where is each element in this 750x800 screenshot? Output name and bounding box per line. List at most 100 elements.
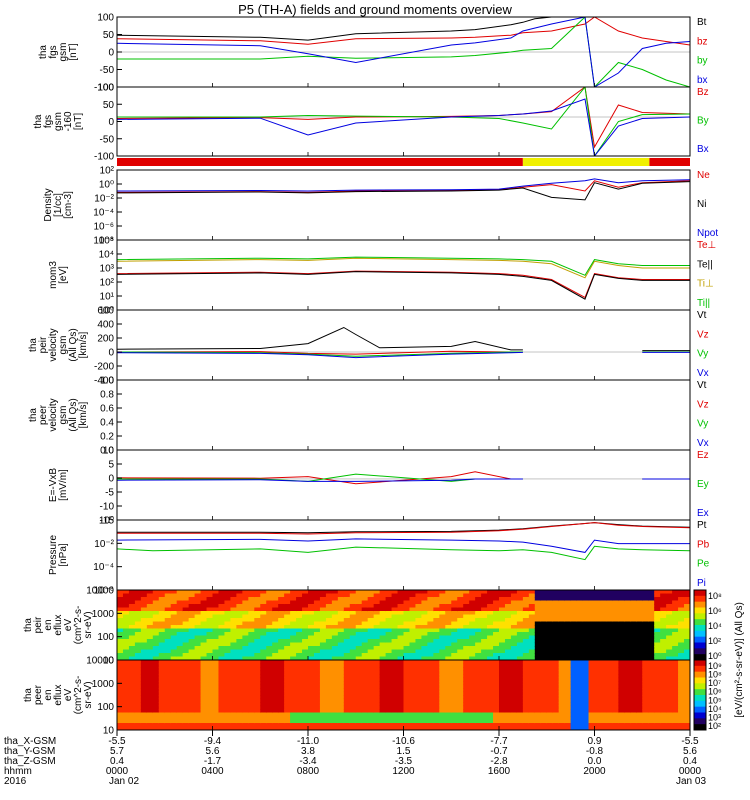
spectrogram-cell [188, 635, 196, 640]
spectrogram-cell [266, 653, 273, 658]
spectrogram-cell [660, 632, 667, 637]
spectrogram-cell [224, 614, 232, 619]
spectrogram-cell [642, 635, 649, 640]
spectrogram-cell [236, 705, 243, 710]
spectrogram-cell [236, 691, 243, 696]
spectrogram-cell [499, 597, 506, 602]
spectrogram-cell [224, 698, 232, 703]
spectrogram-cell [481, 726, 488, 730]
spectrogram-cell [319, 653, 327, 658]
spectrogram-cell [493, 649, 500, 654]
spectrogram-cell [493, 639, 500, 644]
spectrogram-cell [582, 723, 590, 728]
spectrogram-cell [684, 667, 690, 672]
spectrogram-cell [660, 716, 667, 721]
spectrogram-cell [373, 667, 381, 672]
spectrogram-cell [499, 593, 506, 598]
spectrogram-cell [678, 649, 685, 654]
spectrogram-cell [666, 677, 673, 682]
spectrogram-cell [260, 618, 267, 623]
spectrogram-cell [117, 590, 124, 595]
colorbar-swatch [694, 660, 706, 667]
spectrogram-cell [134, 614, 142, 619]
x-row-label: hhmm [4, 766, 32, 777]
spectrogram-cell [343, 702, 351, 707]
spectrogram-cell [469, 660, 476, 665]
spectrogram-cell [349, 681, 357, 686]
spectrogram-cell [134, 604, 142, 609]
spectrogram-cell [290, 639, 297, 644]
spectrogram-cell [648, 716, 655, 721]
spectrogram-cell [349, 716, 357, 721]
spectrogram-cell [469, 681, 476, 686]
spectrogram-cell [630, 618, 637, 623]
spectrogram-cell [290, 698, 297, 703]
spectrogram-cell [194, 691, 202, 696]
spectrogram-cell [134, 681, 142, 686]
spectrogram-cell [612, 611, 619, 616]
spectrogram-cell [343, 590, 351, 595]
spectrogram-cell [296, 593, 303, 598]
spectrogram-cell [564, 590, 572, 595]
spectrogram-cell [558, 702, 566, 707]
spectrogram-cell [463, 663, 470, 668]
spectrogram-cell [122, 667, 130, 672]
spectrogram-cell [546, 688, 554, 693]
spectrogram-cell [475, 674, 482, 679]
spectrogram-cell [415, 698, 423, 703]
spectrogram-cell [457, 639, 464, 644]
spectrogram-cell [558, 625, 566, 630]
spectrogram-cell [630, 688, 637, 693]
spectrogram-cell [570, 670, 578, 675]
spectrogram-cell [373, 681, 381, 686]
spectrogram-cell [391, 639, 399, 644]
spectrogram-cell [684, 698, 690, 703]
spectrogram-cell [624, 642, 631, 647]
spectrogram-cell [415, 681, 423, 686]
spectrogram-cell [188, 712, 196, 717]
spectrogram-cell [624, 719, 631, 724]
x-row-value: -5.5 [108, 736, 126, 747]
spectrogram-cell [546, 604, 554, 609]
spectrogram-cell [140, 632, 148, 637]
spectrogram-cell [296, 681, 303, 686]
y-tick-label: -100 [94, 152, 114, 163]
spectrogram-cell [457, 628, 464, 633]
spectrogram-cell [487, 621, 494, 626]
spectrogram-cell [218, 660, 226, 665]
spectrogram-cell [576, 723, 584, 728]
spectrogram-cell [248, 611, 255, 616]
spectrogram-cell [612, 632, 619, 637]
spectrogram-cell [117, 607, 124, 612]
spectrogram-cell [522, 726, 530, 730]
spectrogram-cell [218, 649, 226, 654]
spectrogram-cell [278, 712, 285, 717]
spectrogram-cell [612, 649, 619, 654]
spectrogram-cell [188, 653, 196, 658]
spectrogram-cell [427, 625, 434, 630]
spectrogram-cell [140, 614, 148, 619]
spectrogram-cell [504, 663, 512, 668]
y-tick-label: -50 [100, 134, 115, 145]
spectrogram-cell [463, 660, 470, 665]
spectrogram-cell [672, 663, 679, 668]
spectrogram-cell [284, 663, 291, 668]
spectrogram-cell [170, 611, 178, 616]
spectrogram-cell [188, 632, 196, 637]
spectrogram-cell [128, 593, 136, 598]
spectrogram-cell [451, 723, 458, 728]
spectrogram-cell [678, 604, 685, 609]
spectrogram-cell [248, 600, 255, 605]
spectrogram-cell [630, 698, 637, 703]
spectrogram-cell [290, 670, 297, 675]
spectrogram-cell [600, 600, 608, 605]
spectrogram-cell [140, 628, 148, 633]
spectrogram-cell [152, 667, 160, 672]
spectrogram-cell [319, 628, 327, 633]
spectrogram-cell [445, 597, 452, 602]
spectrogram-cell [260, 590, 267, 595]
spectrogram-cell [397, 674, 405, 679]
spectrogram-cell [624, 611, 631, 616]
spectrogram-cell [546, 656, 554, 660]
spectrogram-cell [654, 656, 661, 660]
